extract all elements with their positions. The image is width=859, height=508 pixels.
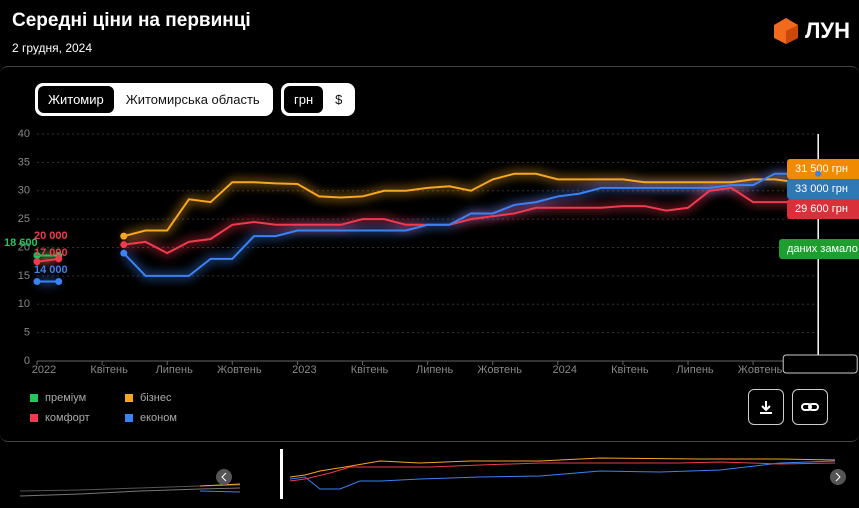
nav-line [289, 460, 836, 490]
point [33, 278, 41, 286]
x-tick-label: Квітень [611, 364, 649, 376]
legend-label: бізнес [140, 392, 172, 404]
y-tick-label: 20 [18, 241, 30, 253]
legend-label: комфорт [45, 412, 90, 424]
x-tick-label: Жовтень [217, 364, 262, 376]
nav-arrow-left[interactable] [216, 469, 232, 485]
point-label: 17 000 [34, 247, 68, 259]
card [0, 66, 859, 442]
y-tick-label: 10 [18, 298, 30, 310]
x-tick-label: 2023 [292, 364, 316, 376]
legend-swatch [125, 414, 133, 422]
point [33, 258, 41, 266]
point [120, 232, 128, 240]
nav-line [19, 487, 241, 497]
nav-line [289, 457, 836, 478]
point [55, 278, 63, 286]
y-tick-label: 25 [18, 213, 30, 225]
legend-label: економ [140, 412, 177, 424]
point-label: 20 000 [34, 230, 68, 242]
download-button[interactable] [748, 389, 784, 425]
point [120, 249, 128, 257]
x-tick-label: Квітень [351, 364, 389, 376]
legend-swatch [30, 394, 38, 402]
value-box [787, 159, 859, 179]
point-label: 14 000 [34, 264, 68, 276]
point [55, 255, 63, 263]
nav-line [289, 461, 836, 482]
series-line [123, 172, 797, 238]
value-box-label: 31 500 грн [795, 163, 848, 175]
title: Середні ціни на первинці [12, 10, 251, 31]
x-tick-label: Липень [416, 364, 454, 376]
x-tick-label: Жовтень [477, 364, 522, 376]
y-tick-label: 15 [18, 270, 30, 282]
legend-swatch [125, 394, 133, 402]
series-line [36, 186, 797, 263]
logo-text: ЛУН [805, 18, 851, 43]
region-option[interactable]: Житомир [38, 86, 114, 113]
currency-option[interactable]: $ [335, 92, 343, 107]
date: 2 грудня, 2024 [12, 41, 93, 55]
x-tick-label: Липень [156, 364, 194, 376]
x-tick-label: 2022 [32, 364, 56, 376]
last-point [815, 170, 822, 177]
link-button[interactable] [792, 389, 828, 425]
y-tick-label: 35 [18, 156, 30, 168]
region-option[interactable]: Житомирська область [125, 92, 260, 107]
value-box [787, 199, 859, 219]
nav-handle[interactable] [280, 449, 283, 499]
y-tick-label: 40 [18, 128, 30, 140]
crosshair-label-box [782, 354, 858, 374]
region-toggle: Житомир Житомирська область [35, 83, 273, 116]
value-box-label: 33 000 грн [795, 183, 848, 195]
currency-option[interactable]: грн [284, 86, 324, 113]
y-tick-label: 5 [24, 327, 30, 339]
x-tick-label: Липень [676, 364, 714, 376]
x-tick-label: 2024 [553, 364, 577, 376]
download-icon [760, 401, 772, 414]
logo-icon [774, 18, 798, 44]
value-box [787, 179, 859, 199]
nav-line [199, 490, 241, 493]
y-tick-label: 0 [24, 355, 30, 367]
x-tick-label: Квітень [90, 364, 128, 376]
point [120, 241, 128, 249]
crosshair-label: Січень 2025 [789, 358, 851, 370]
nav-arrow-right[interactable] [830, 469, 846, 485]
y-tick-label: 30 [18, 185, 30, 197]
point [33, 251, 41, 259]
point-label: 18 600 [4, 237, 38, 249]
nav-line [199, 483, 241, 487]
currency-toggle: грн $ [281, 83, 356, 116]
legend-swatch [30, 414, 38, 422]
x-tick-label: Жовтень [738, 364, 783, 376]
legend-label: преміум [45, 392, 86, 404]
navigator [19, 449, 846, 499]
value-box [779, 239, 859, 259]
chart: 0 5 10 15 20 25 30 35 40 2022 Квітень Липень Жовтень… [4, 128, 859, 424]
series-line [37, 172, 797, 283]
logo[interactable]: ЛУН [773, 17, 850, 45]
value-box-label: даних замало [787, 243, 858, 255]
link-icon [801, 403, 819, 411]
value-box-label: 29 600 грн [795, 203, 848, 215]
